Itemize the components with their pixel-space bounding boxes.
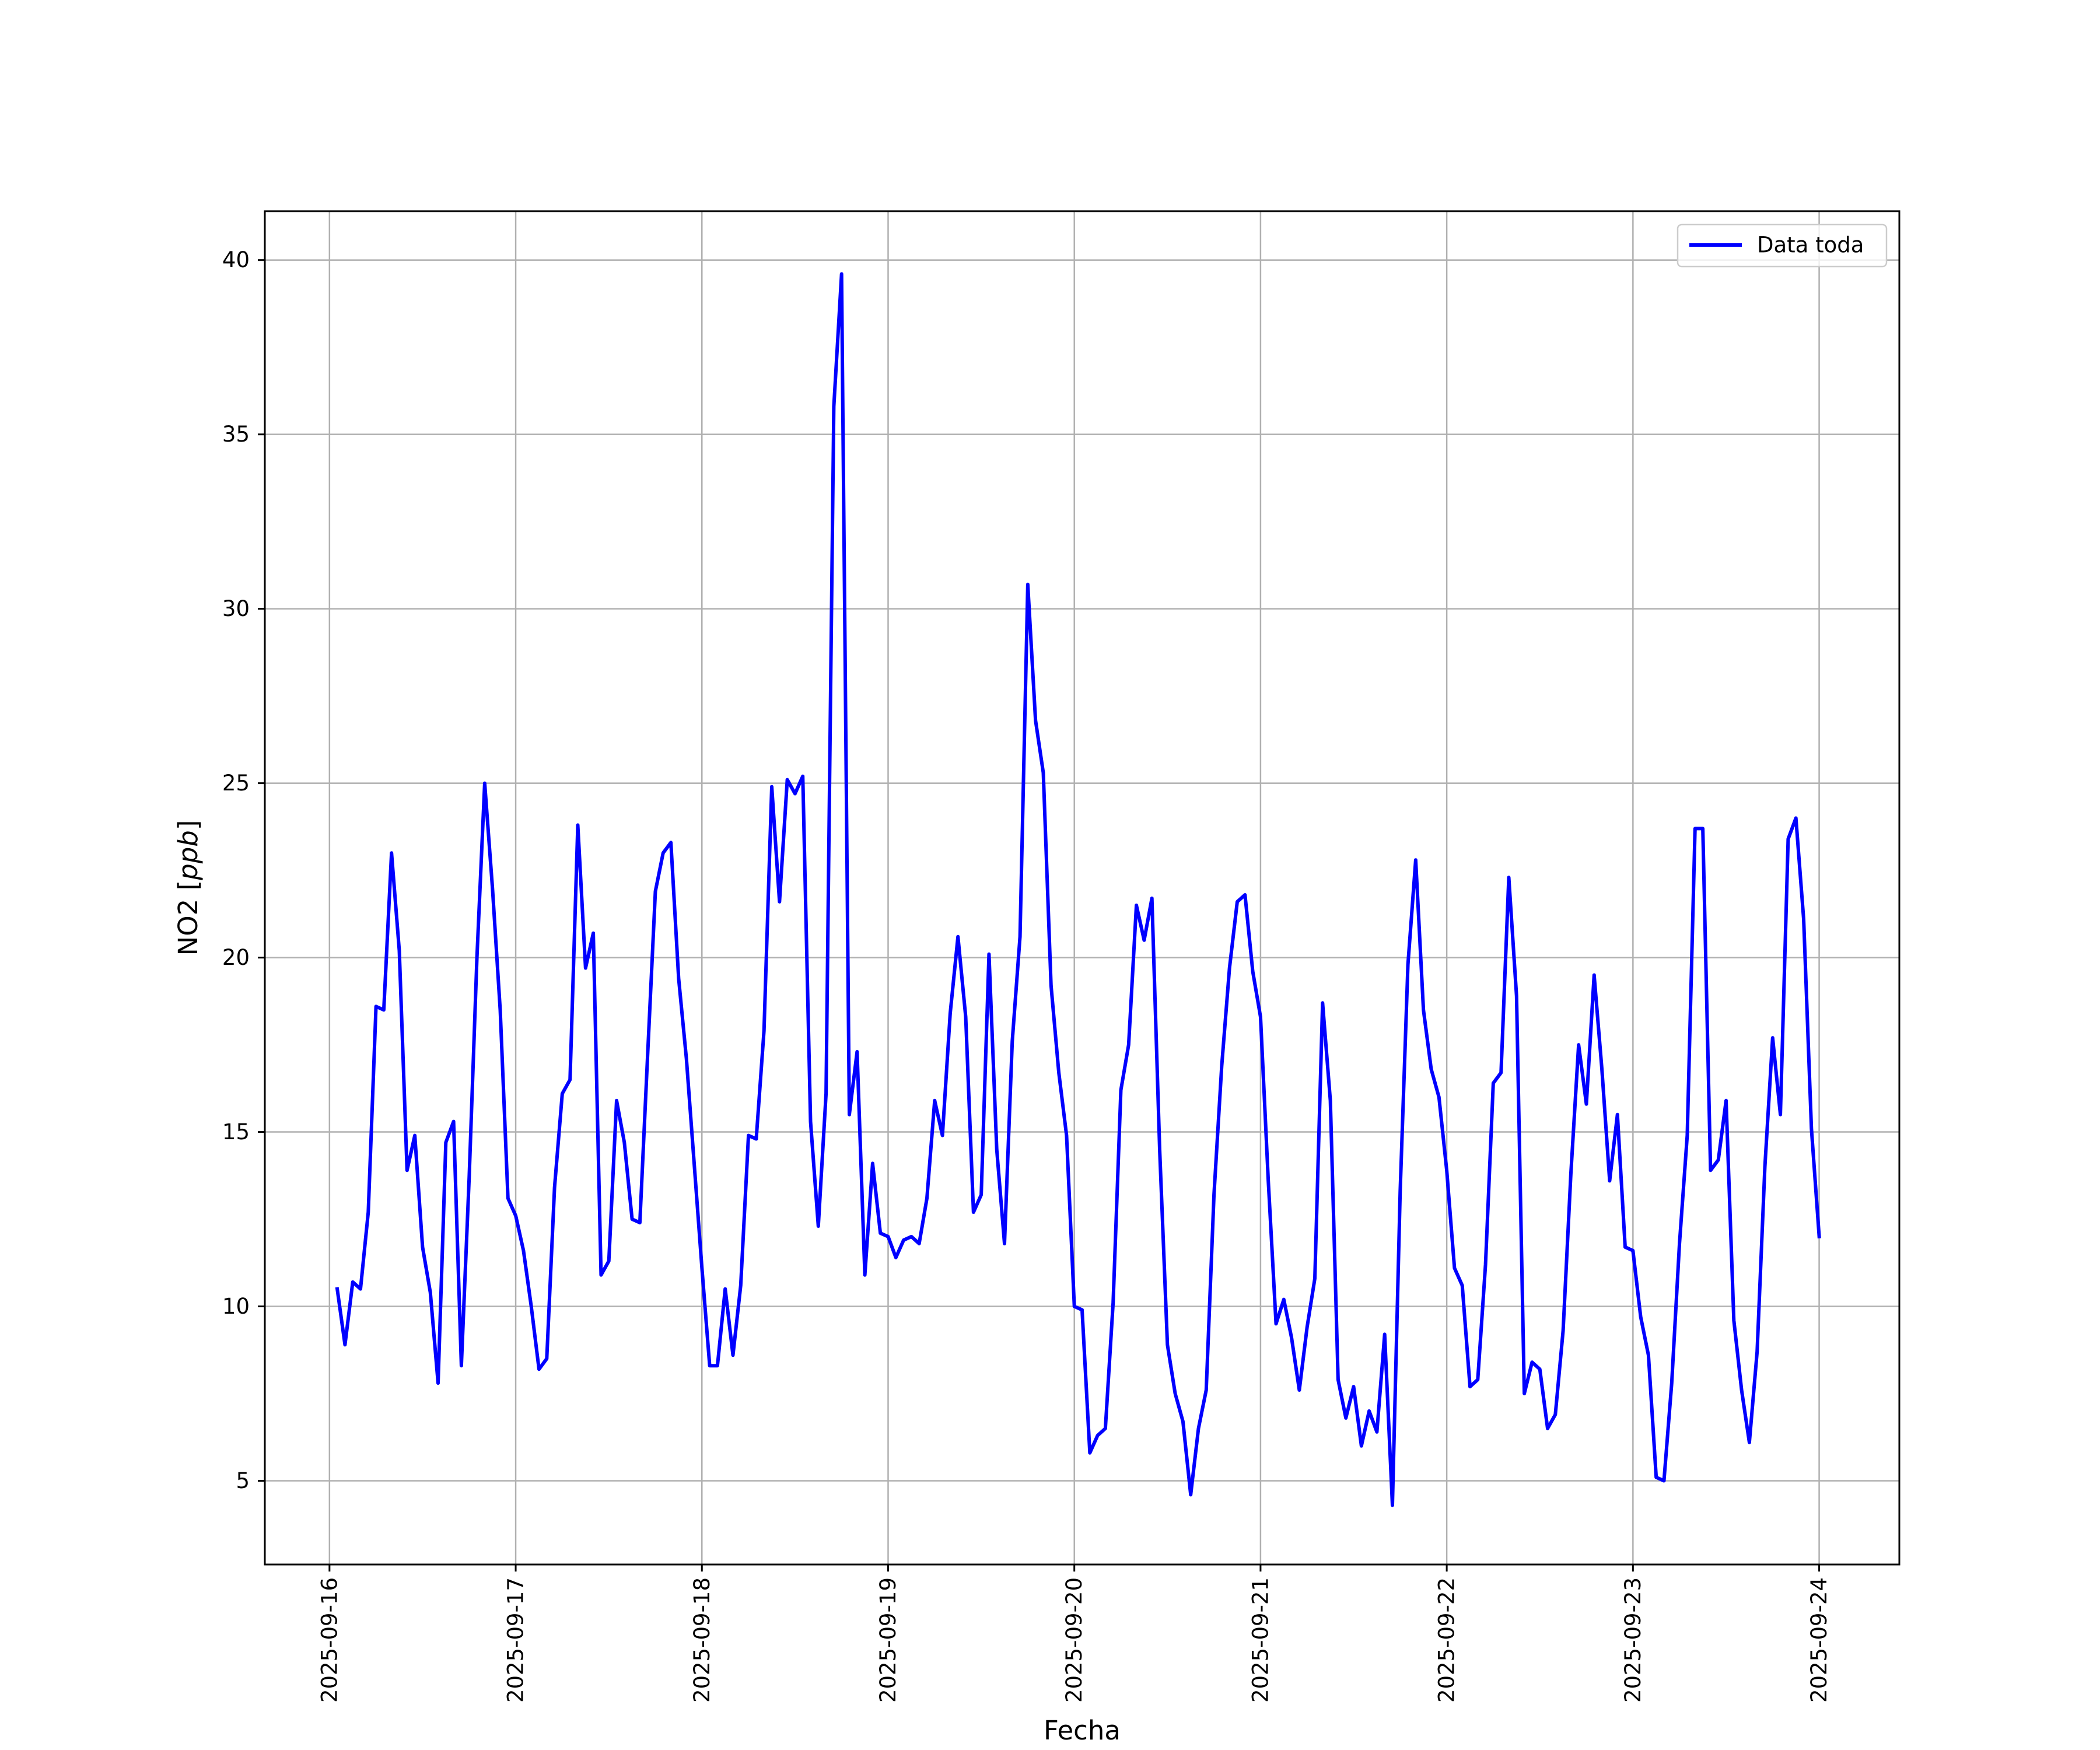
x-tick-label: 2025-09-22 (1434, 1577, 1460, 1703)
x-tick-label: 2025-09-19 (876, 1577, 901, 1703)
y-tick-label: 25 (222, 771, 250, 796)
x-tick-label: 2025-09-23 (1620, 1577, 1646, 1703)
y-tick-label: 20 (222, 945, 250, 970)
grid (265, 211, 1899, 1564)
legend-box (1676, 223, 1888, 268)
x-tick-label: 2025-09-17 (503, 1577, 528, 1703)
legend-label: Data toda (1757, 233, 1864, 258)
x-tick-label: 2025-09-18 (690, 1577, 715, 1703)
plot-frame (264, 210, 1901, 1566)
y-tick-label: 5 (236, 1468, 250, 1493)
x-tick-label: 2025-09-20 (1062, 1577, 1087, 1703)
x-axis-label: Fecha (1044, 1715, 1121, 1746)
y-axis-ticks: 5 10 15 20 25 30 35 40 (222, 247, 265, 1493)
y-tick-label: 40 (222, 247, 250, 272)
x-tick-label: 2025-09-21 (1248, 1577, 1273, 1703)
y-tick-label: 15 (222, 1119, 250, 1144)
legend: Data toda (1676, 223, 1888, 268)
x-tick-label: 2025-09-24 (1807, 1577, 1832, 1703)
x-tick-label: 2025-09-16 (317, 1577, 342, 1703)
y-axis-label: NO2 [ppb] (173, 820, 204, 956)
series-layer (335, 272, 1821, 1507)
y-tick-label: 30 (222, 596, 250, 621)
y-tick-label: 35 (222, 422, 250, 447)
y-axis-label-main: NO2 [ (173, 880, 204, 956)
series-line (335, 272, 1821, 1507)
x-axis-ticks: 2025-09-16 2025-09-17 2025-09-18 2025-09-19… (317, 1564, 1832, 1703)
y-axis-label-close: ] (173, 820, 204, 831)
y-axis-label-unit: ppb (173, 830, 204, 881)
y-tick-label: 10 (222, 1294, 250, 1319)
